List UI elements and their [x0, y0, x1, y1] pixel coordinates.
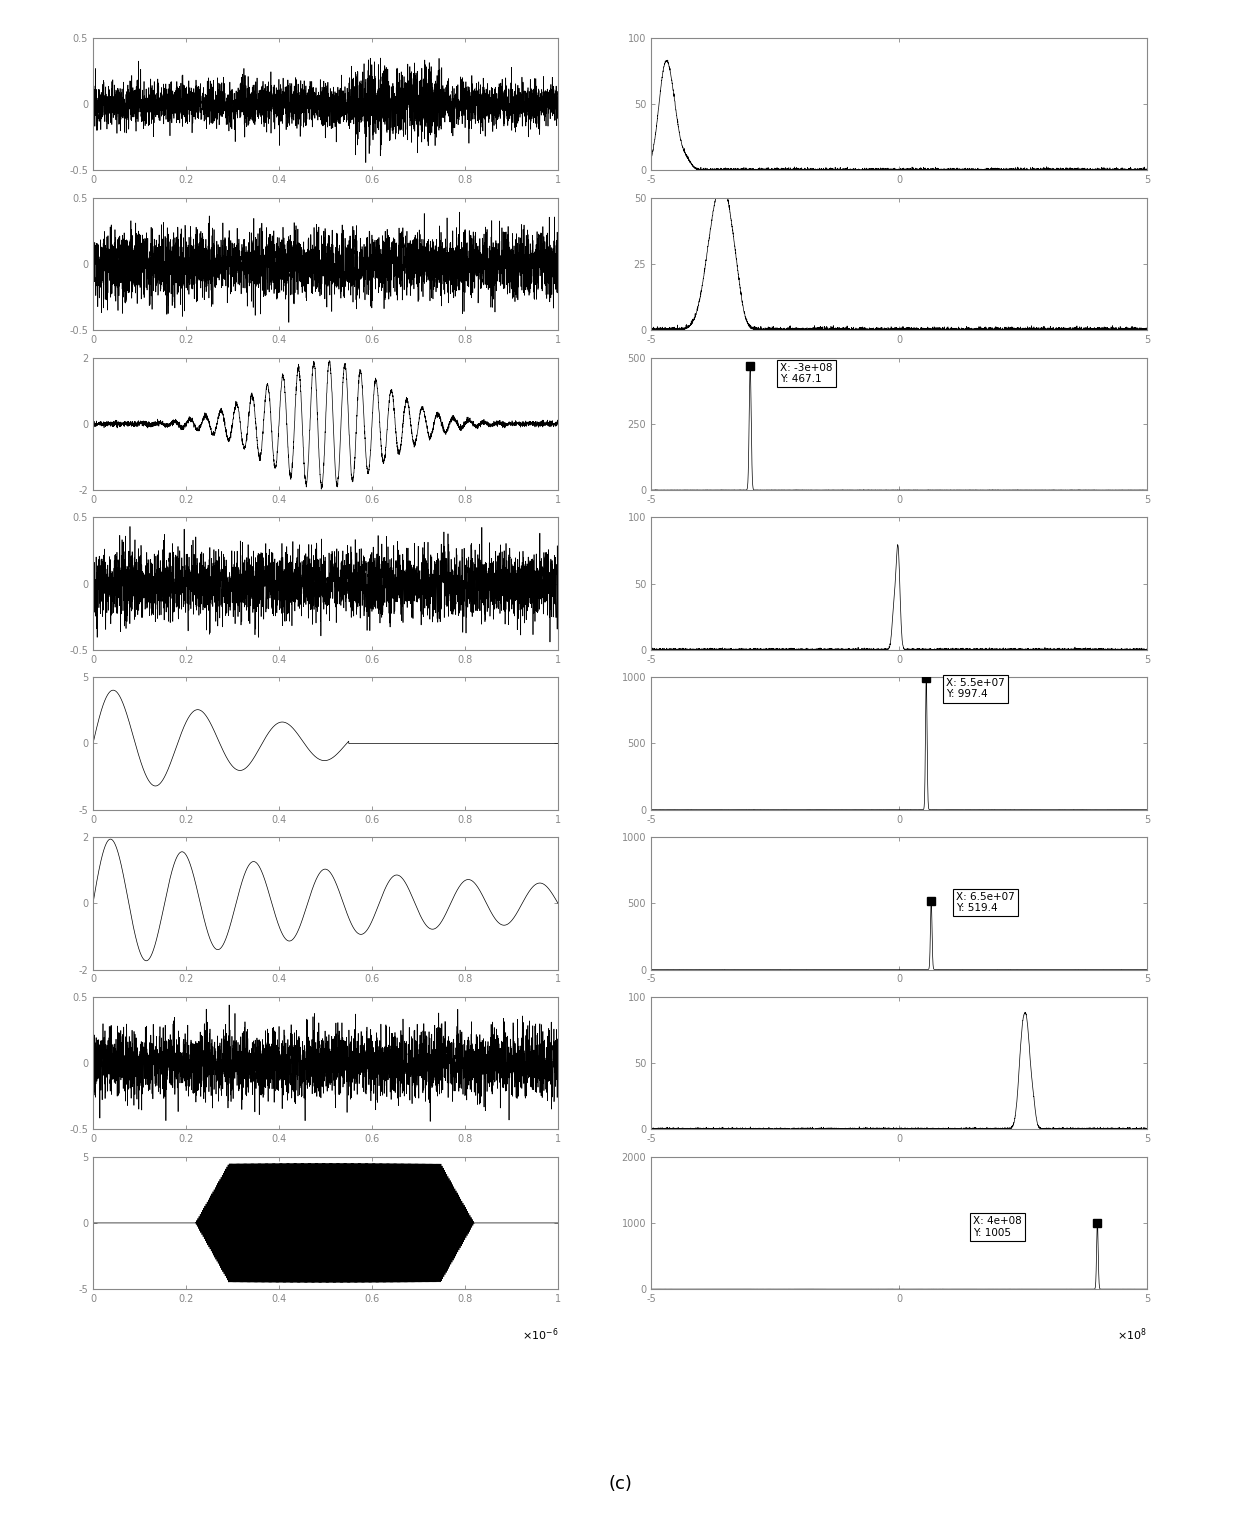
Text: X: 4e+08
Y: 1005: X: 4e+08 Y: 1005: [973, 1216, 1022, 1237]
Text: X: 6.5e+07
Y: 519.4: X: 6.5e+07 Y: 519.4: [956, 892, 1014, 913]
Text: $\times 10^{8}$: $\times 10^{8}$: [1117, 367, 1147, 384]
Text: $\times 10^{8}$: $\times 10^{8}$: [1117, 1326, 1147, 1342]
Text: $\times 10^{8}$: $\times 10^{8}$: [1117, 207, 1147, 224]
Text: $\times 10^{8}$: $\times 10^{8}$: [1117, 1006, 1147, 1023]
Text: $\times 10^{-6}$: $\times 10^{-6}$: [522, 527, 558, 543]
Text: $\times 10^{-6}$: $\times 10^{-6}$: [522, 846, 558, 863]
Text: X: 5.5e+07
Y: 997.4: X: 5.5e+07 Y: 997.4: [946, 677, 1004, 700]
Text: $\times 10^{-6}$: $\times 10^{-6}$: [522, 367, 558, 384]
Text: X: -3e+08
Y: 467.1: X: -3e+08 Y: 467.1: [780, 362, 832, 384]
Text: $\times 10^{-6}$: $\times 10^{-6}$: [522, 1166, 558, 1183]
Text: $\times 10^{8}$: $\times 10^{8}$: [1117, 686, 1147, 703]
Text: $\times 10^{8}$: $\times 10^{8}$: [1117, 527, 1147, 543]
Text: $\times 10^{-6}$: $\times 10^{-6}$: [522, 686, 558, 703]
Text: (c): (c): [608, 1475, 632, 1493]
Text: $\times 10^{-6}$: $\times 10^{-6}$: [522, 207, 558, 224]
Text: $\times 10^{8}$: $\times 10^{8}$: [1117, 1166, 1147, 1183]
Text: $\times 10^{-6}$: $\times 10^{-6}$: [522, 1006, 558, 1023]
Text: $\times 10^{8}$: $\times 10^{8}$: [1117, 846, 1147, 863]
Text: $\times 10^{-6}$: $\times 10^{-6}$: [522, 1326, 558, 1342]
